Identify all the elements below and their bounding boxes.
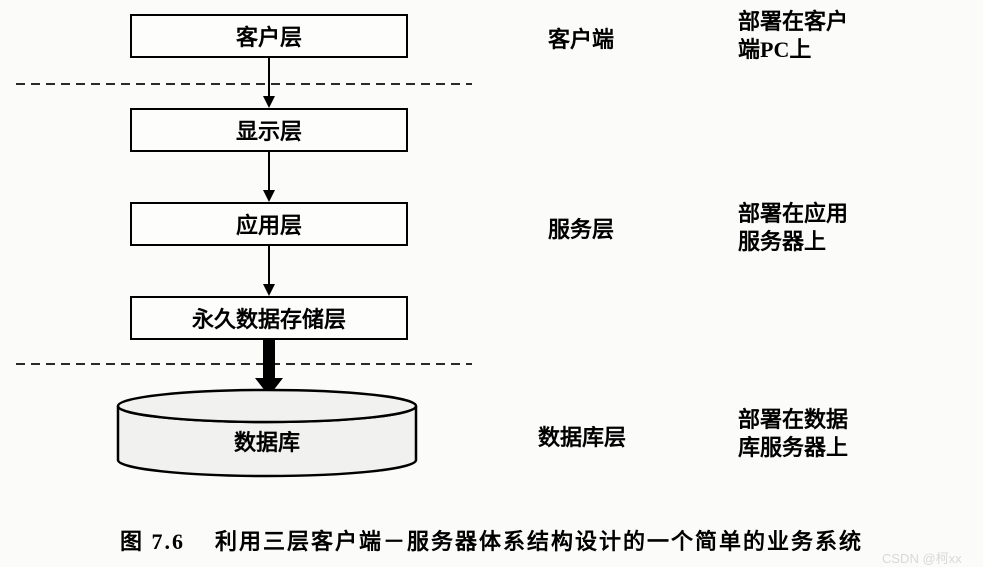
rightlabel-client-line1: 部署在客户 [738,8,848,36]
rightlabel-db-line2: 库服务器上 [738,434,848,462]
rightlabel-client-line2: 端PC上 [738,36,848,64]
figure-caption: 图 7.6 利用三层客户端－服务器体系结构设计的一个简单的业务系统 [0,524,983,556]
db-label: 数据库 [118,406,416,476]
box-display-layer: 显示层 [130,108,408,152]
rightlabel-service-line2: 服务器上 [738,228,848,256]
box-app-label: 应用层 [236,208,302,240]
rightlabel-client: 部署在客户 端PC上 [738,8,848,63]
box-persist-layer: 永久数据存储层 [130,296,408,340]
caption-prefix: 图 7.6 [120,529,185,554]
caption-text: 利用三层客户端－服务器体系结构设计的一个简单的业务系统 [215,529,863,554]
rightlabel-service-line1: 部署在应用 [738,200,848,228]
box-client-label: 客户层 [236,20,302,52]
diagram-canvas: 客户层 显示层 应用层 永久数据存储层 数据库 客户端 服务层 数据库层 部署在… [0,0,983,567]
box-app-layer: 应用层 [130,202,408,246]
midlabel-service: 服务层 [548,212,614,244]
box-client-layer: 客户层 [130,14,408,58]
box-display-label: 显示层 [236,114,302,146]
midlabel-db: 数据库层 [538,420,626,452]
rightlabel-db-line1: 部署在数据 [738,406,848,434]
watermark-text: CSDN @柯xx [882,548,962,567]
rightlabel-db: 部署在数据 库服务器上 [738,406,848,461]
rightlabel-service: 部署在应用 服务器上 [738,200,848,255]
midlabel-client: 客户端 [548,22,614,54]
box-persist-label: 永久数据存储层 [192,302,346,334]
